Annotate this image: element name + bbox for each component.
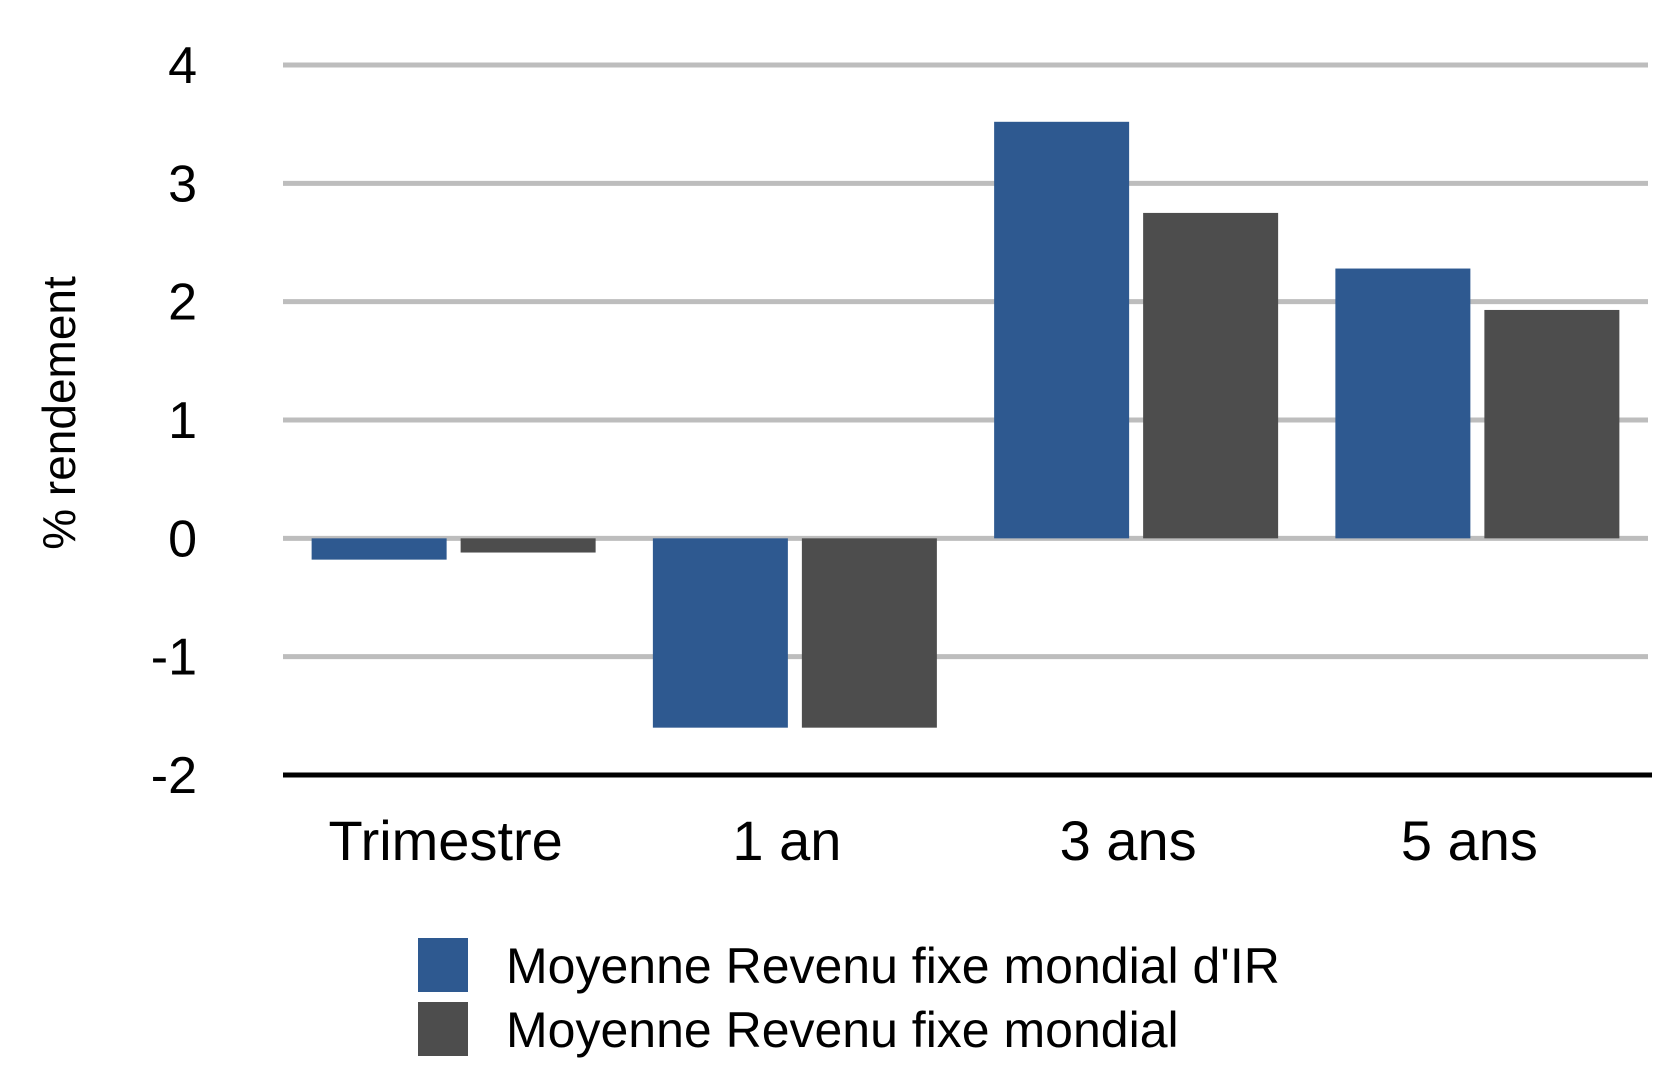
- y-tick-label: 2: [168, 274, 197, 332]
- bar: [311, 538, 447, 560]
- y-axis-ticks: 4 3 2 1 0 -1 -2: [151, 37, 197, 805]
- bar: [460, 538, 596, 553]
- y-axis-label: % rendement: [33, 276, 85, 550]
- y-tick-label: 0: [168, 510, 197, 568]
- bar: [1335, 268, 1471, 539]
- bar: [994, 121, 1130, 539]
- y-tick-label: -1: [151, 629, 197, 687]
- legend-label: Moyenne Revenu fixe mondial: [506, 1002, 1179, 1058]
- legend: Moyenne Revenu fixe mondial d'IR Moyenne …: [418, 938, 1280, 1058]
- x-tick-label: 3 ans: [1060, 809, 1197, 872]
- legend-swatch: [418, 938, 468, 992]
- bar: [801, 538, 937, 728]
- y-tick-label: 4: [168, 37, 197, 95]
- x-axis-ticks: Trimestre 1 an 3 ans 5 ans: [328, 809, 1537, 872]
- bar: [652, 538, 788, 728]
- y-tick-label: -2: [151, 747, 197, 805]
- x-tick-label: Trimestre: [328, 809, 562, 872]
- y-tick-label: 3: [168, 155, 197, 213]
- bar: [1484, 309, 1620, 539]
- bar: [1143, 212, 1279, 539]
- bars: [311, 121, 1620, 728]
- y-tick-label: 1: [168, 392, 197, 450]
- x-tick-label: 5 ans: [1401, 809, 1538, 872]
- legend-swatch: [418, 1002, 468, 1056]
- legend-label: Moyenne Revenu fixe mondial d'IR: [506, 938, 1280, 994]
- x-tick-label: 1 an: [732, 809, 841, 872]
